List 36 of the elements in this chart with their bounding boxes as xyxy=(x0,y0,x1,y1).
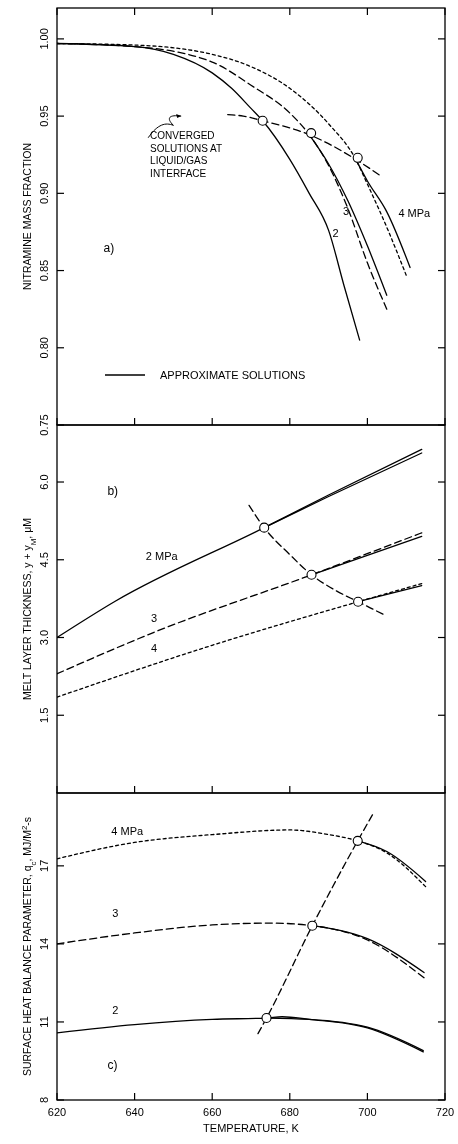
y-tick-label: 0.75 xyxy=(38,414,50,436)
y-tick-label: 3.0 xyxy=(38,629,50,646)
y-tick-label: 1.5 xyxy=(38,707,50,723)
y-tick-label: 0.80 xyxy=(38,337,50,359)
series-label: 2 MPa xyxy=(145,549,179,562)
x-tick-label: 680 xyxy=(280,1106,299,1118)
x-tick-label: 700 xyxy=(358,1106,377,1118)
series-label: 3 xyxy=(112,906,119,919)
y-tick-label: 0.90 xyxy=(38,182,50,205)
y-tick-label: 11 xyxy=(38,1016,50,1028)
x-tick-label: 720 xyxy=(435,1106,455,1118)
y-tick-label: 8 xyxy=(38,1096,50,1104)
annotation: c) xyxy=(107,1057,118,1072)
series-label: 2 xyxy=(332,226,339,239)
y-tick-label: 14 xyxy=(38,937,50,951)
x-tick-label: 660 xyxy=(203,1106,222,1118)
y-tick-label: 1.00 xyxy=(38,28,50,50)
y-tick-label: 17 xyxy=(38,859,50,872)
y-tick-label: 4.5 xyxy=(38,552,50,568)
y-axis-title: NITRAMINE MASS FRACTION xyxy=(21,142,33,291)
x-tick-label: 620 xyxy=(47,1106,67,1118)
annotation: CONVERGED SOLUTIONS AT LIQUID/GAS INTERFACE xyxy=(150,130,223,179)
x-tick-label: 640 xyxy=(125,1106,144,1118)
annotation: a) xyxy=(103,241,115,256)
annotation: b) xyxy=(107,483,119,498)
legend-label: APPROXIMATE SOLUTIONS xyxy=(160,369,306,381)
y-tick-label: 0.85 xyxy=(38,259,50,282)
y-tick-label: 0.95 xyxy=(38,105,50,127)
series-label: 4 MPa xyxy=(111,824,144,837)
series-label: 3 xyxy=(343,204,350,217)
series-label: 4 MPa xyxy=(398,206,432,219)
series-label: 4 xyxy=(150,642,158,655)
series-label: 3 xyxy=(150,611,158,624)
x-axis-title: TEMPERATURE, K xyxy=(203,1122,300,1134)
series-label: 2 xyxy=(112,1004,119,1017)
y-tick-label: 6.0 xyxy=(38,474,50,490)
